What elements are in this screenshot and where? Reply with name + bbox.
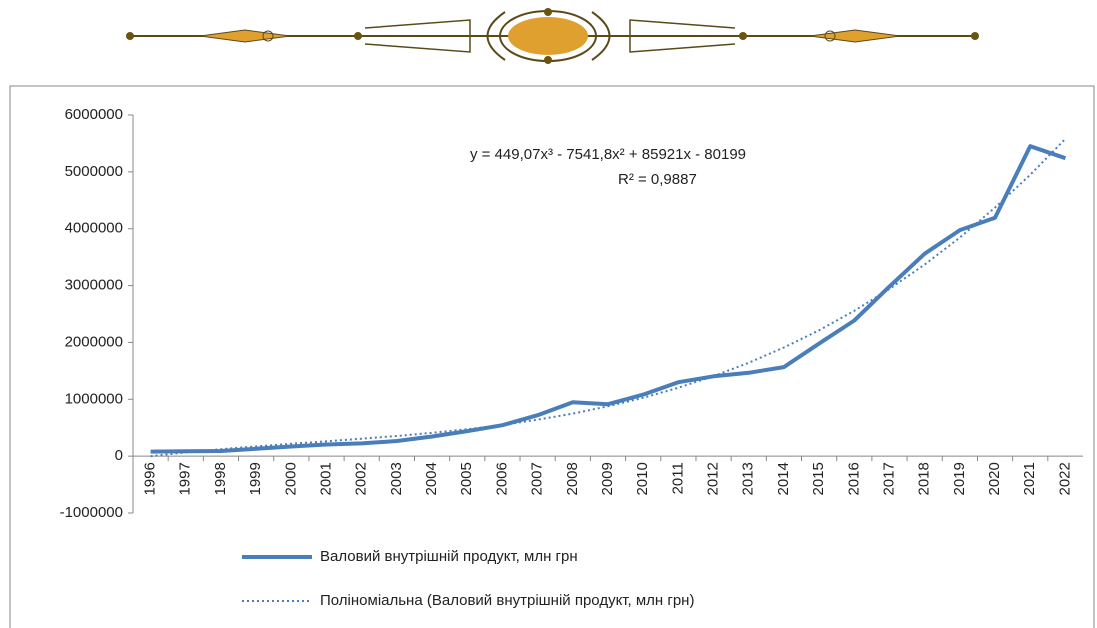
y-tick-label: 1000000: [65, 390, 123, 407]
x-tick-label: 2012: [705, 462, 722, 495]
legend-label: Валовий внутрішній продукт, млн грн: [320, 548, 578, 565]
x-tick-label: 2015: [810, 462, 827, 495]
x-tick-label: 2010: [634, 462, 651, 495]
x-tick-label: 2022: [1056, 462, 1073, 495]
x-tick-label: 2007: [529, 462, 546, 495]
x-tick-label: 2011: [669, 462, 686, 494]
x-tick-label: 2016: [845, 462, 862, 495]
x-tick-label: 2004: [423, 462, 440, 495]
y-tick-label: 6000000: [65, 106, 123, 123]
x-tick-label: 2002: [353, 462, 370, 495]
chart-frame: [9, 85, 1095, 628]
data-line: [150, 144, 1067, 454]
x-tick-label: 2018: [916, 462, 933, 495]
header-ornament: [126, 8, 979, 64]
x-tick-label: 2019: [951, 462, 968, 495]
y-tick-label: 0: [115, 447, 123, 464]
x-tick-label: 2008: [564, 462, 581, 495]
x-tick-label: 1997: [177, 462, 194, 495]
x-tick-label: 2017: [880, 462, 897, 495]
x-tick-label: 2021: [1021, 462, 1038, 495]
x-tick-label: 1998: [212, 462, 229, 495]
x-tick-label: 2000: [282, 462, 299, 495]
x-tick-label: 1999: [247, 462, 264, 495]
x-tick-label: 2006: [493, 462, 510, 495]
x-tick-label: 2020: [986, 462, 1003, 495]
legend-label: Поліноміальна (Валовий внутрішній продук…: [320, 592, 694, 609]
x-tick-label: 2013: [740, 462, 757, 495]
x-tick-label: 2001: [317, 462, 334, 495]
x-tick-label: 1996: [142, 462, 159, 495]
y-tick-label: 2000000: [65, 333, 123, 350]
x-tick-label: 2003: [388, 462, 405, 495]
annotation: R² = 0,9887: [618, 171, 697, 188]
y-tick-label: 3000000: [65, 277, 123, 294]
x-tick-label: 2009: [599, 462, 616, 495]
x-tick-label: 2005: [458, 462, 475, 495]
x-tick-label: 2014: [775, 462, 792, 495]
y-tick-label: -1000000: [60, 504, 123, 521]
annotation: y = 449,07x³ - 7541,8x² + 85921x - 80199: [470, 146, 746, 163]
y-tick-label: 4000000: [65, 220, 123, 237]
y-tick-label: 5000000: [65, 163, 123, 180]
trend-line: [150, 138, 1067, 458]
